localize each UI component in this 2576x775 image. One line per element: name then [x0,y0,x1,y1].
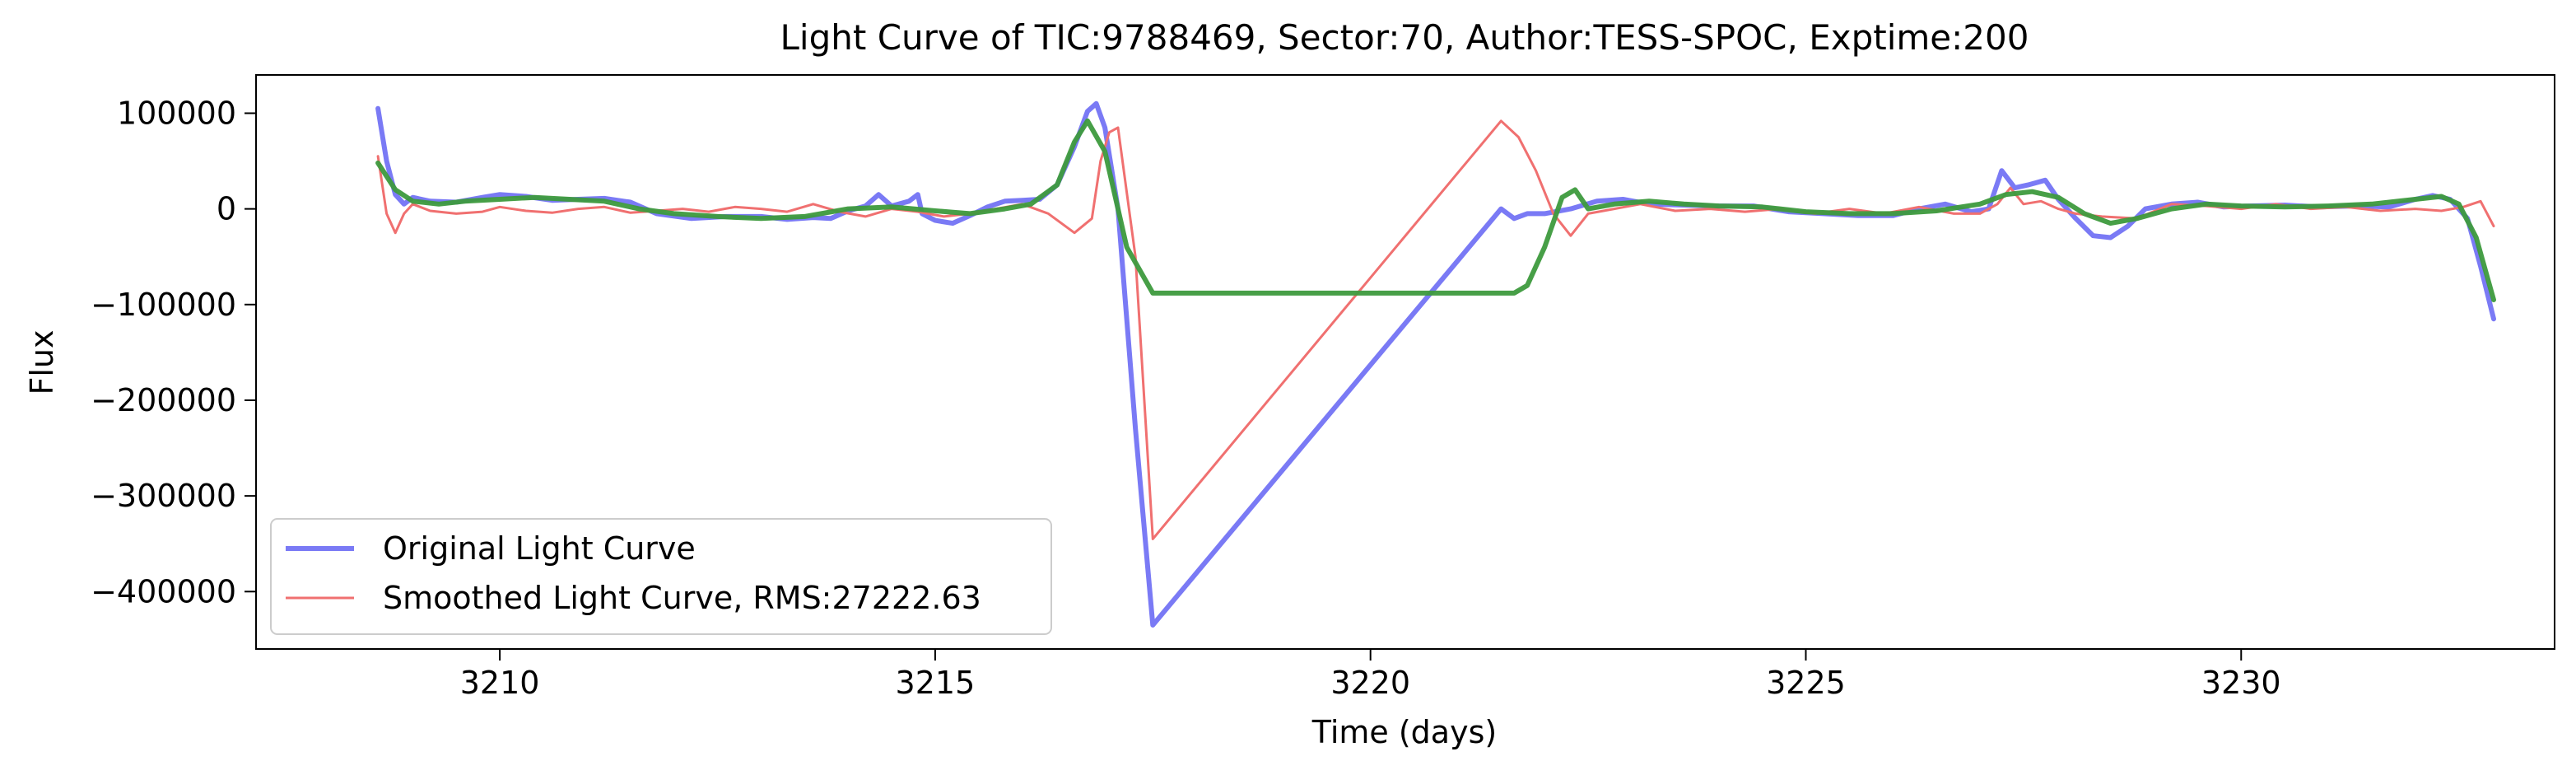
legend-label-original: Original Light Curve [383,530,696,567]
legend: Original Light Curve Smoothed Light Curv… [270,518,1052,635]
plot-frame [255,74,2555,650]
x-axis: 3210 3215 3220 3225 3230 [460,649,2281,701]
legend-box [270,518,1052,635]
chart-title: Light Curve of TIC:9788469, Sector:70, A… [780,17,2029,58]
series-line-smoothed [376,119,2495,540]
y-axis-label: Flux [24,330,60,395]
x-tick-label: 3215 [896,665,976,701]
y-tick-label: −100000 [91,287,236,323]
series-layer [375,100,2496,628]
legend-label-smoothed: Smoothed Light Curve, RMS:27222.63 [383,580,981,616]
x-axis-label: Time (days) [1311,714,1497,750]
x-tick-label: 3210 [460,665,540,701]
y-tick-label: −200000 [91,382,236,418]
y-tick-label: −400000 [91,573,236,609]
y-tick-label: 100000 [117,95,236,131]
y-tick-label: 0 [217,191,236,227]
x-tick-label: 3230 [2201,665,2281,701]
y-axis: 100000 0 −100000 −200000 −300000 −400000 [91,95,256,609]
y-tick-label: −300000 [91,478,236,514]
series-line-fit [375,118,2496,302]
x-tick-label: 3220 [1330,665,1410,701]
x-tick-label: 3225 [1766,665,1846,701]
